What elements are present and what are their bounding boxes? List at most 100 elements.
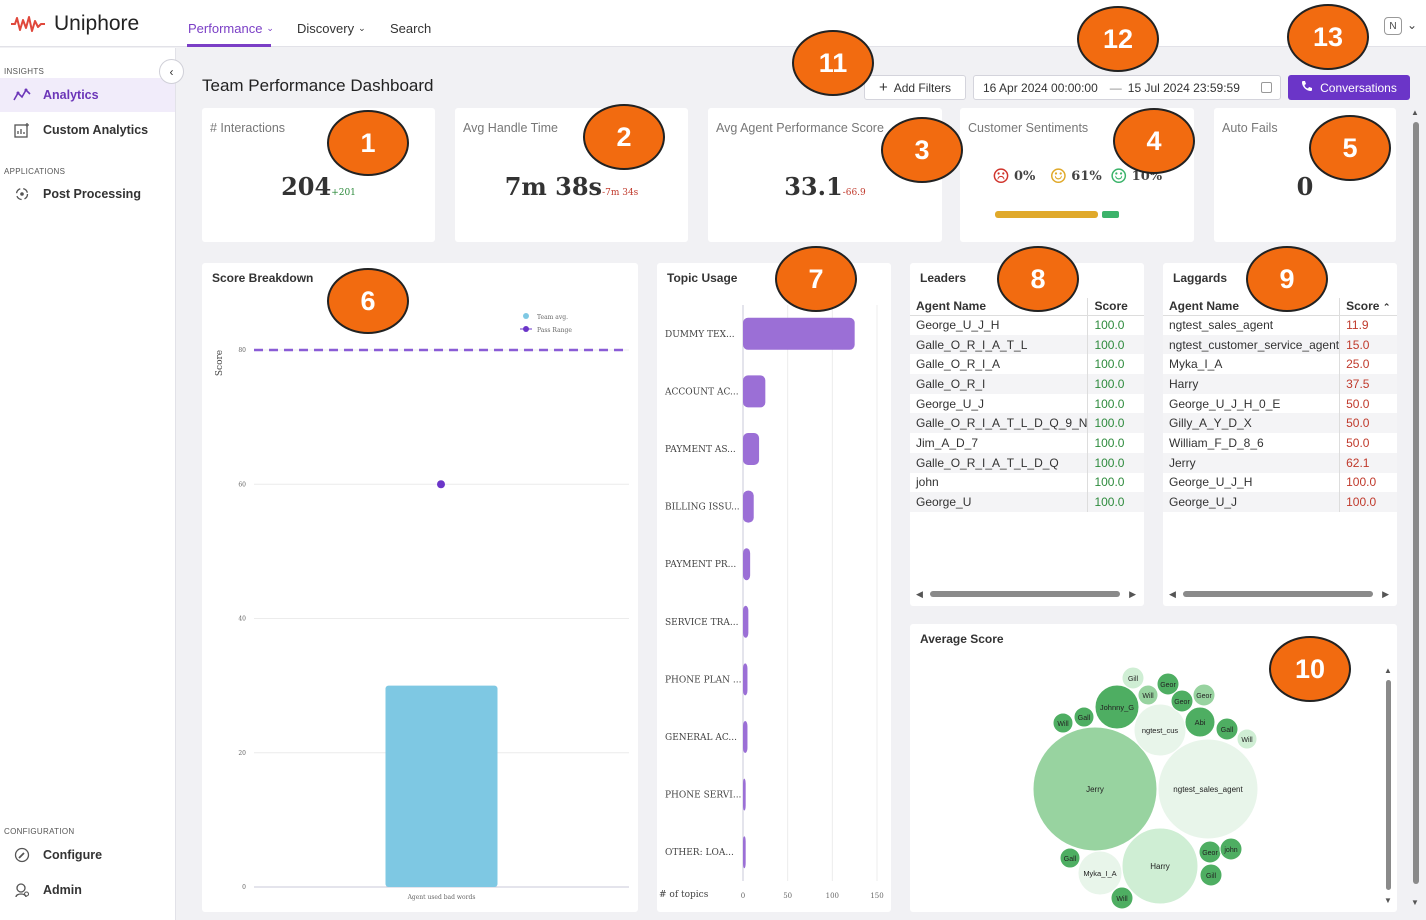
phone-icon [1301,80,1313,95]
page-title: Team Performance Dashboard [202,76,434,95]
table-row[interactable]: Jim_A_D_7 100.0 [910,433,1144,453]
bubble [1052,712,1074,734]
bubble [1137,684,1159,706]
date-range-picker[interactable]: 16 Apr 2024 00:00:00 — 15 Jul 2024 23:59… [973,75,1281,100]
bubble [1170,689,1194,713]
agent-name-cell: George_U [910,492,1088,512]
topic-label: PAYMENT PR... [665,560,736,570]
score-cell: 37.5 [1339,374,1397,394]
annotation-marker-5: 5 [1309,115,1391,181]
table-row[interactable]: Gilly_A_Y_D_X 50.0 [1163,413,1397,434]
legend-team-avg-marker [523,313,529,319]
bubble-label: Geor [1196,693,1212,700]
table-row[interactable]: Galle_O_R_I_A_T_L_D_Q 100.0 [910,452,1144,473]
agent-name-cell: john [916,475,939,490]
collapse-sidebar-button[interactable]: ‹ [159,59,184,84]
x-tick-label: 150 [870,892,883,900]
table-row[interactable]: ngtest_customer_service_agent 15.0 [1163,334,1397,355]
table-row[interactable]: George_U_J_H_0_E 50.0 [1163,393,1397,414]
agent-name-cell: Galle_O_R_I_A [916,357,1001,372]
y-tick-label: 40 [238,616,246,623]
table-row[interactable]: George_U_J 100.0 [1163,492,1397,512]
y-tick-label: 20 [238,750,246,757]
handle-time-value: 7m 38s [504,172,603,201]
scroll-left-icon[interactable]: ◀ [916,589,923,599]
user-avatar[interactable]: N [1384,17,1402,35]
handle-time-delta: -7m 34s [602,188,639,198]
page-scroll-up-icon[interactable]: ▲ [1411,108,1419,117]
leaders-table: Agent Name Score George_U_J_H 100.0 Galle_… [910,298,1144,512]
average-score-bubble-chart: Jerry ngtest_sales_agent Harry ngtest_cus Jo… [1032,666,1259,910]
table-row[interactable]: Galle_O_R_I_A_T_L 100.0 [910,334,1144,355]
page-scroll-down-icon[interactable]: ▼ [1411,898,1419,907]
agent-name-cell: Gilly_A_Y_D_X [1163,413,1340,434]
neutral-sentiment-bar [995,211,1098,218]
sad-face-icon: ☹ [992,164,1010,188]
annotation-marker-1: 1 [327,110,409,176]
column-header-score[interactable]: Score [1087,298,1144,316]
horizontal-scrollbar[interactable] [1183,591,1373,597]
y-tick-label: 60 [238,481,246,488]
score-cell: 25.0 [1339,354,1397,375]
nav-search[interactable]: Search [390,21,431,36]
sidebar-item-post-processing[interactable]: Post Processing [0,177,175,211]
table-row[interactable]: George_U_J_H 100.0 [1163,472,1397,493]
score-cell: 100.0 [1087,315,1144,335]
vertical-scrollbar[interactable] [1386,680,1391,890]
scroll-down-icon[interactable]: ▼ [1384,896,1392,905]
nav-discovery[interactable]: Discovery ⌄ [297,21,366,36]
scroll-right-icon[interactable]: ▶ [1129,589,1136,599]
agent-name-cell: ngtest_sales_agent [1169,318,1274,333]
bubble [1236,728,1258,750]
sidebar-item-admin[interactable]: Admin [0,873,175,907]
section-label-insights: INSIGHTS [4,67,45,76]
table-row[interactable]: ngtest_sales_agent 11.9 [1163,315,1397,335]
table-row[interactable]: George_U_J_H 100.0 [910,315,1144,335]
table-row[interactable]: William_F_D_8_6 50.0 [1163,433,1397,453]
add-filters-button[interactable]: + Add Filters [864,75,966,100]
table-row[interactable]: Jerry 62.1 [1163,452,1397,473]
top-navigation-bar: Uniphore Performance ⌄ Discovery ⌄ Search … [0,0,1426,47]
topic-label: PHONE SERVI... [665,791,742,801]
y-tick-label: 80 [238,347,246,354]
sidebar-item-analytics[interactable]: Analytics [0,78,175,112]
table-row[interactable]: George_U_J 100.0 [910,393,1144,414]
y-axis-label: Score [215,350,225,376]
table-row[interactable]: George_U 100.0 [910,492,1144,512]
sidebar-item-configure[interactable]: Configure [0,838,175,872]
conversations-label: Conversations [1320,80,1397,95]
horizontal-scrollbar[interactable] [930,591,1120,597]
agent-name-cell: William_F_D_8_6 [1169,435,1264,450]
score-cell: 100.0 [1087,433,1144,453]
table-row[interactable]: john 100.0 [910,472,1144,493]
score-cell: 100.0 [1339,472,1397,493]
annotation-marker-4: 4 [1113,108,1195,174]
user-menu-chevron-icon[interactable]: ⌄ [1407,18,1418,32]
positive-sentiment-bar [1102,211,1119,218]
table-row[interactable]: Myka_I_A 25.0 [1163,354,1397,375]
sidebar-item-custom-analytics[interactable]: Custom Analytics [0,113,175,147]
table-row[interactable]: Galle_O_R_I_A_T_L_D_Q_9_N 100.0 [910,413,1144,434]
agent-name-cell: George_U_J_H [1169,475,1253,490]
annotation-marker-3: 3 [881,117,963,183]
scroll-up-icon[interactable]: ▲ [1384,666,1392,675]
bubble [1094,684,1140,730]
table-row[interactable]: Harry 37.5 [1163,374,1397,394]
column-header-score[interactable]: Score ⌃ [1339,298,1397,316]
nav-performance[interactable]: Performance ⌄ [188,21,274,36]
bubble-label: Will [1057,721,1069,728]
conversations-button[interactable]: Conversations [1288,75,1410,100]
table-row[interactable]: Galle_O_R_I_A 100.0 [910,354,1144,375]
scroll-left-icon[interactable]: ◀ [1169,589,1176,599]
agent-name-cell: Harry [1163,374,1340,394]
page-vertical-scrollbar[interactable] [1413,122,1419,884]
bubble [1121,827,1199,905]
section-label-applications: APPLICATIONS [4,167,66,176]
bubble-label: Jerry [1086,785,1104,794]
kpi-value: 33.1-66.9 [708,172,942,201]
analytics-icon [13,86,31,104]
scroll-right-icon[interactable]: ▶ [1382,589,1389,599]
uniphore-logo[interactable]: Uniphore [10,12,139,36]
table-row[interactable]: Galle_O_R_I 100.0 [910,374,1144,394]
negative-sentiment: 0% [1013,168,1036,184]
